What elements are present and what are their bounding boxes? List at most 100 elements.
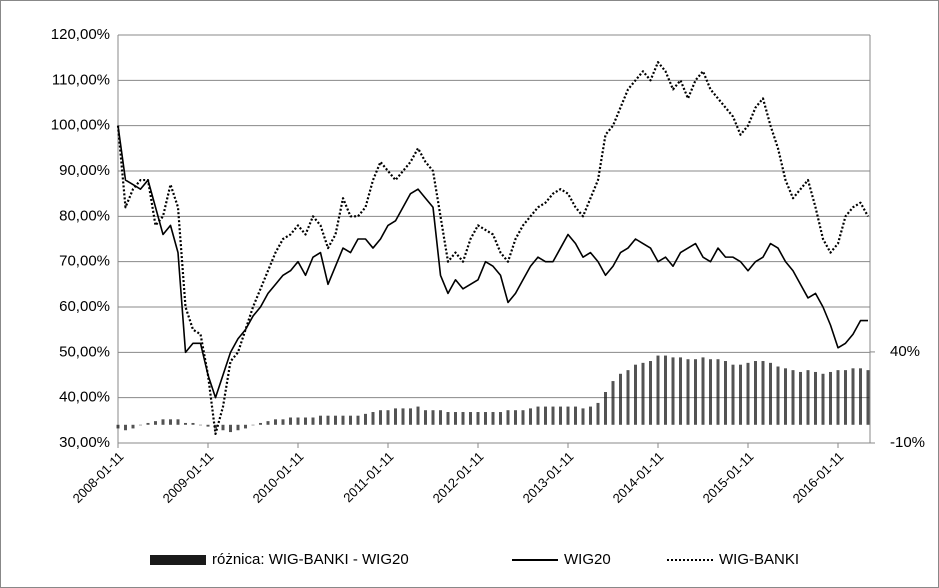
y-tick-label: 50,00% — [59, 343, 110, 360]
y-tick-label: 110,00% — [52, 71, 110, 88]
bar — [154, 421, 157, 425]
bar — [424, 410, 427, 425]
bar — [349, 415, 352, 425]
legend-label: WIG20 — [564, 551, 611, 568]
line-series — [116, 61, 869, 436]
bar — [296, 417, 300, 425]
bar — [409, 408, 412, 425]
bar — [791, 370, 795, 425]
bar — [499, 412, 502, 425]
bar — [776, 366, 780, 425]
bar — [626, 370, 630, 425]
bar — [701, 357, 705, 425]
bar — [641, 362, 645, 425]
bar — [844, 370, 847, 425]
bar — [176, 419, 180, 425]
bar — [649, 361, 652, 425]
bar — [574, 406, 577, 425]
y2-tick-label: -10% — [890, 434, 925, 451]
bar — [806, 370, 810, 425]
bar — [709, 359, 712, 425]
bar — [274, 419, 277, 425]
bar — [379, 410, 382, 425]
bar — [829, 371, 832, 425]
bar — [386, 410, 390, 425]
line-series — [117, 125, 868, 399]
bar — [506, 410, 510, 425]
bar — [281, 419, 285, 425]
bar — [364, 413, 367, 425]
bar — [229, 424, 232, 433]
bar — [476, 412, 480, 425]
bar — [716, 359, 720, 425]
bar — [401, 408, 405, 425]
bar — [814, 371, 817, 425]
bar — [184, 422, 187, 425]
bar — [596, 402, 600, 425]
y-tick-label: 30,00% — [59, 434, 110, 451]
bar — [446, 412, 450, 425]
y-tick-label: 90,00% — [59, 162, 110, 179]
y-tick-label: 120,00% — [51, 26, 110, 43]
legend-label: WIG-BANKI — [719, 551, 799, 568]
bar — [236, 424, 240, 431]
bar — [289, 417, 292, 425]
bar — [769, 362, 772, 425]
bar — [461, 412, 465, 425]
bar — [581, 408, 585, 425]
y2-tick-label: 40% — [890, 343, 920, 360]
bar — [371, 412, 375, 425]
bar — [859, 368, 862, 425]
bar — [454, 412, 457, 425]
bar — [656, 355, 660, 425]
bar — [334, 415, 337, 425]
bar — [244, 424, 247, 429]
bar — [356, 415, 360, 425]
bar — [671, 357, 675, 425]
bar — [566, 406, 570, 425]
bar — [611, 381, 615, 425]
bar — [139, 424, 142, 426]
bar — [746, 362, 750, 425]
bar — [694, 359, 697, 425]
bar — [754, 361, 757, 425]
bar — [851, 368, 855, 425]
bar — [551, 406, 555, 425]
bar — [169, 419, 172, 425]
bar — [191, 422, 195, 425]
bar — [544, 406, 547, 425]
y-tick-label: 40,00% — [59, 389, 110, 406]
bar — [439, 410, 442, 425]
bar — [836, 370, 840, 425]
bar — [784, 368, 787, 425]
bar — [319, 415, 322, 425]
bar — [326, 415, 330, 425]
bar — [679, 357, 682, 425]
bar — [619, 373, 622, 425]
bar — [484, 412, 487, 425]
bar — [311, 417, 315, 425]
y-tick-label: 70,00% — [59, 253, 110, 270]
y-tick-label: 80,00% — [59, 207, 110, 224]
bar — [724, 361, 727, 425]
bar — [206, 424, 210, 427]
bar — [266, 421, 270, 425]
bar — [304, 417, 307, 425]
bar — [514, 410, 517, 425]
bar — [739, 364, 742, 425]
bar — [394, 408, 397, 425]
bar — [589, 406, 592, 425]
bar — [469, 412, 472, 425]
bar — [146, 422, 150, 425]
bar — [116, 424, 120, 429]
bar — [664, 355, 667, 425]
bar — [634, 364, 637, 425]
bar — [221, 424, 225, 431]
bar — [559, 406, 562, 425]
bar — [341, 415, 345, 425]
bar — [536, 406, 540, 425]
bar — [521, 410, 525, 425]
bar — [124, 424, 127, 431]
